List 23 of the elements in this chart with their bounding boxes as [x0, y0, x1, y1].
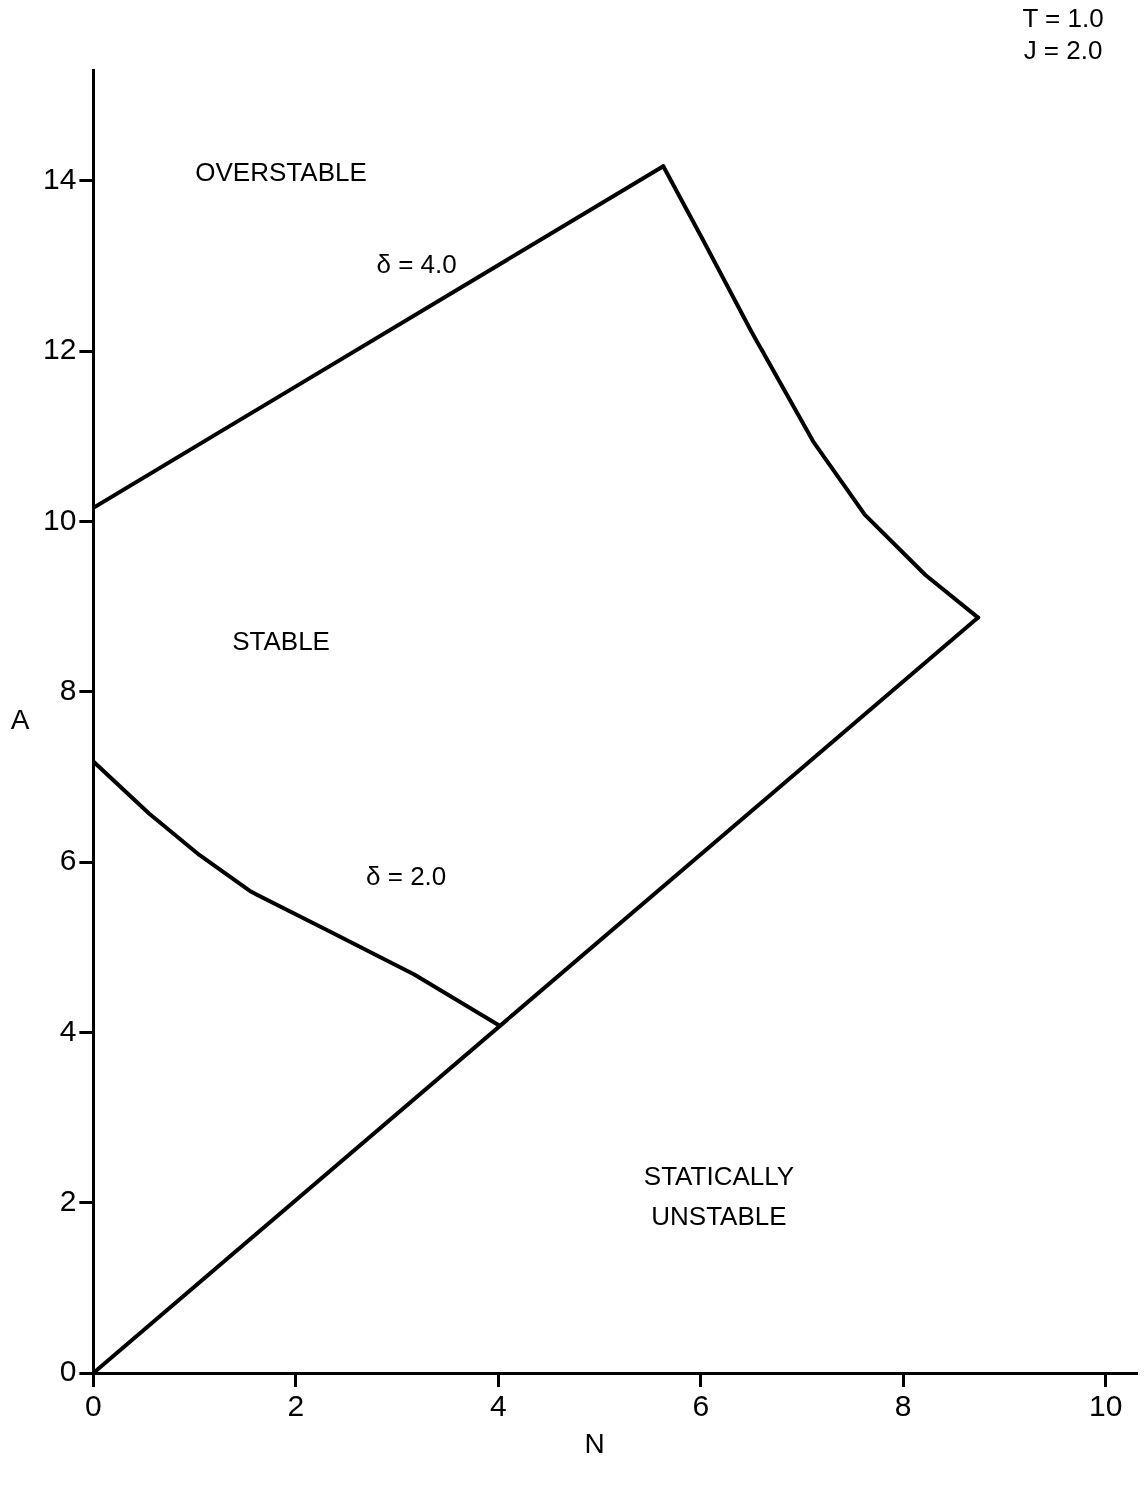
y-tick-label: 0 [59, 1354, 77, 1388]
text: T = 1.0 [1022, 3, 1104, 34]
text: J = 2.0 [1023, 35, 1103, 66]
x-axis-title: N [584, 1427, 605, 1459]
x-tick-label: 10 [1088, 1389, 1123, 1423]
y-tick-label: 4 [59, 1013, 77, 1047]
y-axis-title: A [10, 704, 30, 736]
y-tick-label: 8 [59, 672, 77, 706]
x-tick-label: 4 [489, 1389, 507, 1423]
annotation: δ = 4.0 [376, 248, 457, 279]
annotation: STATICALLY UNSTABLE [643, 1160, 795, 1231]
y-tick-label: 12 [42, 332, 77, 366]
x-tick-label: 2 [287, 1389, 305, 1423]
annotation: OVERSTABLE [195, 157, 367, 188]
y-tick-label: 10 [42, 502, 77, 536]
x-tick-label: 8 [894, 1389, 912, 1423]
y-tick-label: 14 [42, 161, 77, 195]
y-tick-label: 2 [59, 1183, 77, 1217]
x-tick-label: 0 [85, 1389, 102, 1423]
x-tick-label: 6 [692, 1389, 710, 1423]
y-tick-label: 6 [59, 843, 77, 877]
annotation: STABLE [232, 626, 330, 657]
annotation: δ = 2.0 [366, 861, 447, 892]
